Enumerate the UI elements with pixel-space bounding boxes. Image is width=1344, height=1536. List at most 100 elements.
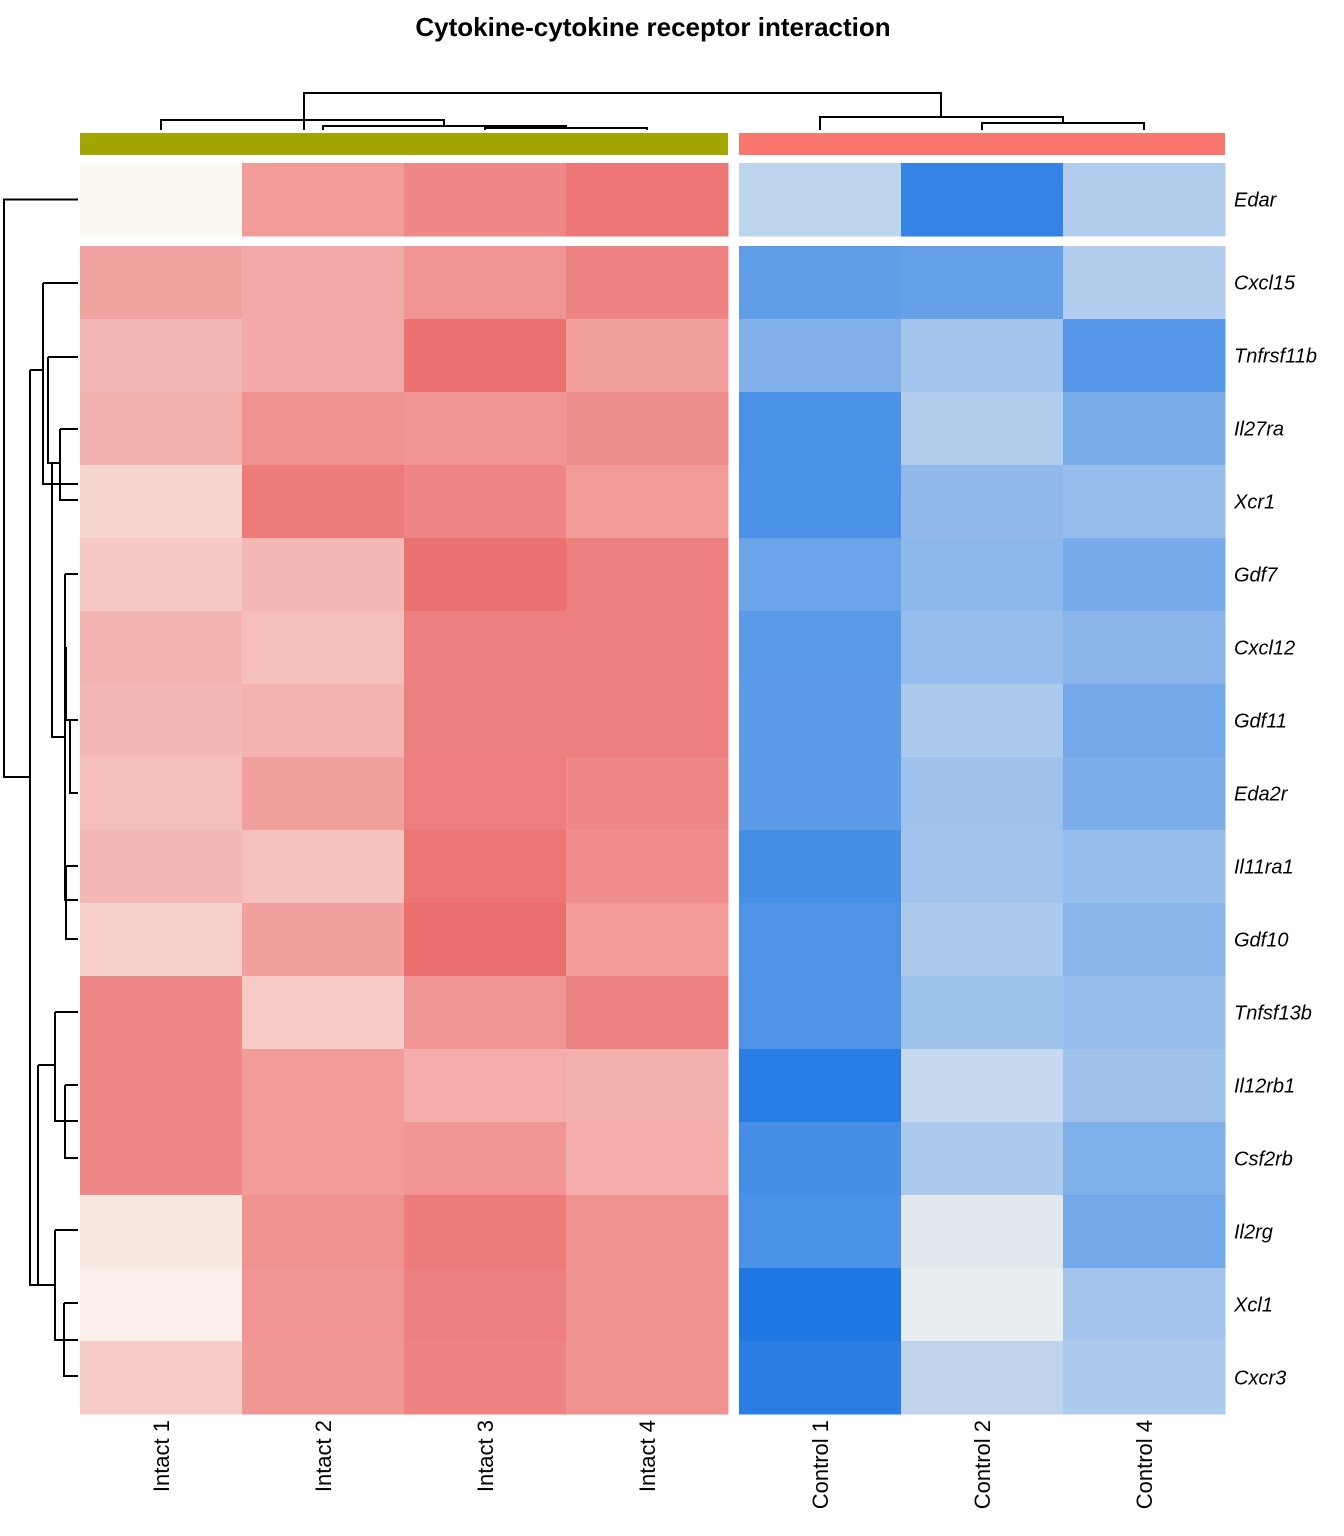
heatmap-cell — [566, 319, 729, 393]
heatmap-cell — [80, 1049, 243, 1123]
heatmap-cell — [1063, 1122, 1226, 1196]
heatmap-cell — [1063, 392, 1226, 466]
heatmap-cell — [739, 757, 902, 831]
heatmap-cell — [242, 246, 405, 320]
heatmap-cell — [80, 392, 243, 466]
heatmap-cell — [1063, 976, 1226, 1050]
column-label: Intact 4 — [635, 1420, 660, 1492]
annotation-bar-intact — [80, 133, 728, 155]
row-label: Xcr1 — [1233, 492, 1275, 514]
row-label: Eda2r — [1234, 784, 1289, 806]
heatmap-cell — [80, 1341, 243, 1415]
heatmap-cell — [739, 319, 902, 393]
column-label: Control 2 — [970, 1420, 995, 1509]
heatmap-cell — [739, 1049, 902, 1123]
heatmap-cell — [1063, 465, 1226, 539]
heatmap-cell — [739, 163, 902, 237]
heatmap-cell — [901, 976, 1064, 1050]
heatmap-cell — [80, 976, 243, 1050]
heatmap-cell — [566, 757, 729, 831]
dendrogram-branch — [484, 127, 648, 130]
heatmap-cell — [404, 538, 567, 612]
heatmap-cell — [739, 976, 902, 1050]
heatmap-cell — [566, 830, 729, 904]
heatmap-cell — [404, 465, 567, 539]
row-label: Cxcl12 — [1234, 638, 1295, 660]
dendrogram-branch — [65, 866, 78, 940]
heatmap-cell — [566, 1268, 729, 1342]
heatmap-cell — [901, 246, 1064, 320]
row-label: Edar — [1234, 190, 1278, 212]
heatmap-cell — [242, 830, 405, 904]
dendrogram-branch — [42, 283, 78, 485]
heatmap-cell — [566, 976, 729, 1050]
heatmap-cell — [242, 1268, 405, 1342]
heatmap-cell — [242, 1049, 405, 1123]
dendrogram-branch — [64, 1085, 78, 1159]
heatmap-cell — [1063, 830, 1226, 904]
heatmap-cell — [901, 1341, 1064, 1415]
heatmap-cell — [404, 1049, 567, 1123]
heatmap-cell — [80, 1195, 243, 1269]
heatmap-cell — [901, 319, 1064, 393]
heatmap-cell — [566, 1195, 729, 1269]
heatmap-cell — [242, 684, 405, 758]
heatmap-cell — [901, 392, 1064, 466]
heatmap-cell — [404, 319, 567, 393]
heatmap-cell — [404, 684, 567, 758]
heatmap-cell — [739, 1268, 902, 1342]
heatmap-cell — [80, 684, 243, 758]
heatmap-cell — [1063, 611, 1226, 685]
heatmap-cell — [404, 1122, 567, 1196]
heatmap-cell — [739, 684, 902, 758]
heatmap-cell — [901, 903, 1064, 977]
row-label: Gdf7 — [1234, 565, 1278, 587]
column-dendrogram — [160, 92, 1145, 130]
heatmap-cell — [739, 1341, 902, 1415]
row-dendrogram — [3, 198, 78, 1377]
heatmap-cell — [901, 1268, 1064, 1342]
heatmap-cell — [739, 611, 902, 685]
heatmap-cell — [1063, 1049, 1226, 1123]
heatmap-cell — [566, 392, 729, 466]
heatmap-cell — [242, 163, 405, 237]
heatmap-cell — [901, 538, 1064, 612]
heatmap-cell — [901, 1049, 1064, 1123]
heatmap-cell — [739, 1122, 902, 1196]
heatmap-cell — [242, 319, 405, 393]
heatmap-cell — [901, 1122, 1064, 1196]
heatmap-cell — [80, 246, 243, 320]
column-label: Intact 1 — [149, 1420, 174, 1492]
heatmap-cell — [80, 903, 243, 977]
heatmap-cell — [404, 830, 567, 904]
row-label: Gdf11 — [1234, 711, 1287, 733]
row-label: Tnfsf13b — [1234, 1003, 1312, 1025]
dendrogram-branch — [54, 1012, 78, 1122]
heatmap-cell — [901, 757, 1064, 831]
dendrogram-branch — [47, 357, 60, 464]
heatmap-cell — [901, 684, 1064, 758]
heatmap-cell — [404, 1341, 567, 1415]
column-label: Intact 3 — [473, 1420, 498, 1492]
heatmap-cell — [739, 830, 902, 904]
column-labels: Intact 1 Intact 2 Intact 3 Intact 4 Control … — [149, 1420, 1157, 1509]
dendrogram-branch — [160, 119, 445, 130]
heatmap-cell — [242, 538, 405, 612]
row-label: Il27ra — [1234, 419, 1284, 441]
heatmap-cell — [404, 611, 567, 685]
heatmap-cell — [901, 163, 1064, 237]
dendrogram-branch — [51, 463, 65, 738]
dendrogram-branch — [29, 370, 38, 1286]
heatmap-cell — [901, 830, 1064, 904]
dendrogram-branch — [63, 1303, 78, 1377]
heatmap-cells — [80, 163, 1226, 1415]
row-label: Cxcr3 — [1234, 1368, 1286, 1390]
heatmap-cell — [242, 611, 405, 685]
column-label: Intact 2 — [311, 1420, 336, 1492]
row-label: Xcl1 — [1233, 1295, 1273, 1317]
dendrogram-branch — [69, 720, 78, 794]
column-annotation-bar — [80, 133, 1225, 155]
heatmap-cell — [566, 163, 729, 237]
heatmap-cell — [242, 1341, 405, 1415]
